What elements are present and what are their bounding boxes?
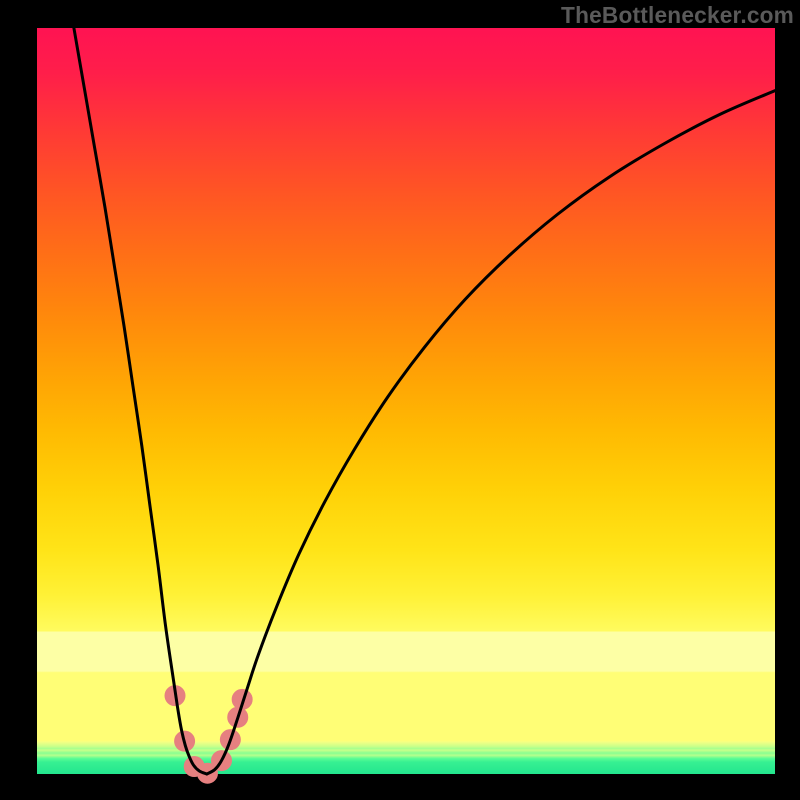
watermark-text: TheBottlenecker.com [561, 2, 794, 29]
canvas: TheBottlenecker.com [0, 0, 800, 800]
bottleneck-chart [37, 28, 775, 774]
plot-area [37, 28, 775, 774]
curve-left [74, 28, 207, 774]
curve-right [207, 91, 775, 774]
